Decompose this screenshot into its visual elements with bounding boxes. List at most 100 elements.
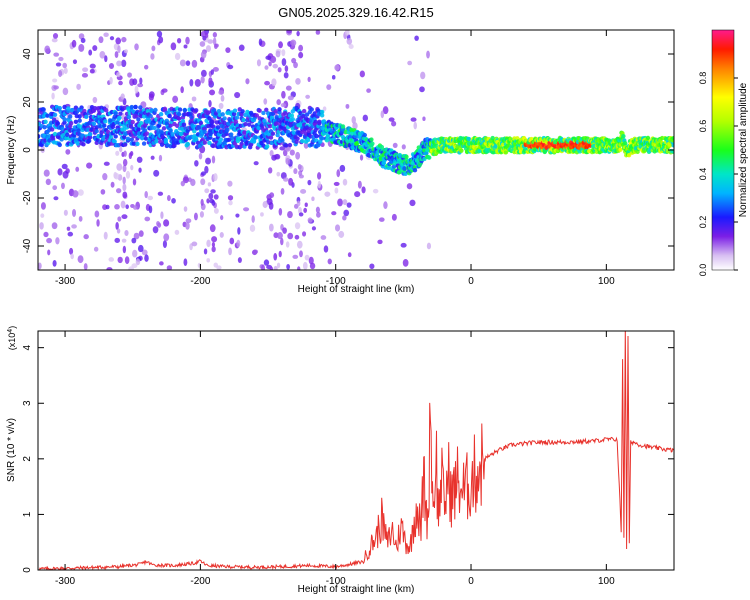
spectrogram-noise-mark xyxy=(245,78,250,85)
spectrogram-noise-mark xyxy=(426,242,432,250)
spectrogram-noise-mark xyxy=(206,239,211,248)
snr-ytick-label: 1 xyxy=(22,511,33,517)
spectrogram-noise-mark xyxy=(76,83,81,90)
spectrogram-ridge-mark xyxy=(302,135,308,140)
snr-ytick-label: 2 xyxy=(22,456,33,462)
spectrogram-noise-mark xyxy=(47,249,51,256)
spectrogram-noise-mark xyxy=(63,67,68,74)
spectrogram-noise-mark xyxy=(252,249,258,254)
spectrogram-noise-mark xyxy=(116,228,121,234)
spectrogram-noise-mark xyxy=(316,211,321,218)
spectrogram-noise-mark xyxy=(286,263,290,270)
spectrogram-noise-mark xyxy=(180,86,184,94)
spectrogram-noise-mark xyxy=(419,86,425,93)
spectrogram-noise-mark xyxy=(115,150,120,156)
spectrogram-ridge-mark xyxy=(180,119,186,124)
spectrogram-ridge-mark xyxy=(459,148,464,153)
spectrogram-ridge-mark xyxy=(265,144,270,149)
spectrogram-ridge-mark xyxy=(318,139,323,144)
spectrogram-ridge-mark xyxy=(77,118,82,123)
colorbar: 0.0 0.2 0.4 0.6 0.8 Normalized spectral ampl… xyxy=(698,29,749,276)
spectrogram-noise-mark xyxy=(317,180,321,189)
spectrogram-noise-mark xyxy=(89,63,96,69)
spectrogram-ridge-mark xyxy=(319,113,325,118)
spectrogram-noise-mark xyxy=(227,195,234,201)
spectrogram-ridge-mark xyxy=(52,112,58,117)
spectrogram-noise-mark xyxy=(214,43,219,48)
spectrogram-ridge-mark xyxy=(57,105,62,111)
spectrogram-noise-mark xyxy=(185,60,191,66)
spectrogram-noise-mark xyxy=(283,72,289,79)
spectrogram-noise-mark xyxy=(302,261,308,270)
spectrogram-ridge-mark xyxy=(104,107,109,113)
snr-xtick-label: -100 xyxy=(326,576,346,587)
spectrogram-noise-mark xyxy=(93,246,99,252)
spectrogram-ridge-mark xyxy=(232,108,238,113)
spectrogram-ridge-mark xyxy=(42,125,47,130)
spectrogram-noise-mark xyxy=(317,172,322,180)
spectrogram-noise-mark xyxy=(211,242,216,248)
spectrogram-noise-mark xyxy=(100,189,106,195)
spectrogram-noise-mark xyxy=(139,77,143,85)
spectrogram-ridge-mark xyxy=(158,111,164,117)
spectrogram-noise-mark xyxy=(225,47,231,53)
spectrogram-noise-mark xyxy=(72,190,79,198)
spectrogram-noise-mark xyxy=(122,191,128,199)
spectrogram-noise-mark xyxy=(283,177,289,182)
spectrogram-noise-mark xyxy=(281,49,286,57)
spectrogram-noise-mark xyxy=(208,77,213,85)
spectrogram-noise-mark xyxy=(171,198,176,204)
spectrogram-noise-mark xyxy=(407,60,413,66)
spectrogram-ridge-mark xyxy=(404,154,409,159)
spectrogram-noise-mark xyxy=(270,57,276,62)
spectrogram-noise-mark xyxy=(243,207,250,212)
spectrogram-ridge-mark xyxy=(261,110,266,116)
spectrogram-ridge-mark xyxy=(113,111,118,116)
spectrogram-ridge-mark xyxy=(251,139,257,144)
spectrogram-noise-mark xyxy=(298,170,303,176)
spectrogram-ridge-mark xyxy=(136,117,141,122)
spectrogram-noise-mark xyxy=(334,224,341,232)
spectrogram-noise-mark xyxy=(116,60,122,67)
spectrogram-ridge-mark xyxy=(300,138,305,144)
spectrogram-ridge-mark xyxy=(162,106,168,112)
spectrogram-noise-mark xyxy=(144,64,149,70)
spectrogram-noise-mark xyxy=(174,229,180,235)
spectrogram-noise-mark xyxy=(128,266,135,270)
spectrogram-noise-mark xyxy=(272,63,279,69)
spectrogram-noise-mark xyxy=(280,172,287,180)
snr-series-line xyxy=(38,331,674,570)
spectrogram-noise-mark xyxy=(213,194,219,200)
spectrogram-noise-mark xyxy=(204,32,209,38)
spectrogram-noise-mark xyxy=(185,36,190,45)
spectrogram-ridge-mark xyxy=(143,136,149,141)
spectrogram-ridge-mark xyxy=(287,142,293,148)
spectrogram-ridge-mark xyxy=(240,109,245,114)
spectrogram-ridge-mark xyxy=(289,113,295,118)
spectrogram-noise-mark xyxy=(276,99,281,106)
spectrogram-noise-mark xyxy=(300,188,307,194)
spectrogram-noise-mark xyxy=(117,216,122,222)
snr-ylabel: SNR (10 * v/v) xyxy=(6,418,17,482)
spectrogram-noise-mark xyxy=(191,59,198,68)
spectrogram-ridge-mark xyxy=(270,131,276,136)
spectrogram-noise-mark xyxy=(114,237,121,243)
spectrogram-noise-mark xyxy=(211,236,218,243)
spectrogram-noise-mark xyxy=(44,45,51,54)
spectrogram-noise-mark xyxy=(354,191,361,198)
spectrogram-noise-mark xyxy=(108,257,115,262)
spectrogram-ridge-mark xyxy=(181,122,187,127)
spectrogram-ridge-mark xyxy=(215,125,221,130)
spectrogram-noise-mark xyxy=(323,245,329,253)
spectrogram-ridge-mark xyxy=(139,120,144,126)
spectrogram-noise-mark xyxy=(236,239,241,248)
spectrogram-ridge-mark xyxy=(177,107,183,112)
spectrogram-noise-mark xyxy=(118,80,123,86)
spectrogram-noise-mark xyxy=(80,37,86,44)
spectrogram-ridge-mark xyxy=(671,143,674,148)
spectrogram-noise-mark xyxy=(109,36,115,41)
spectrogram-ridge-mark xyxy=(75,141,80,146)
spectrogram-noise-mark xyxy=(206,258,211,263)
spectrogram-ridge-mark xyxy=(62,104,67,110)
spectrogram-noise-mark xyxy=(71,39,77,48)
